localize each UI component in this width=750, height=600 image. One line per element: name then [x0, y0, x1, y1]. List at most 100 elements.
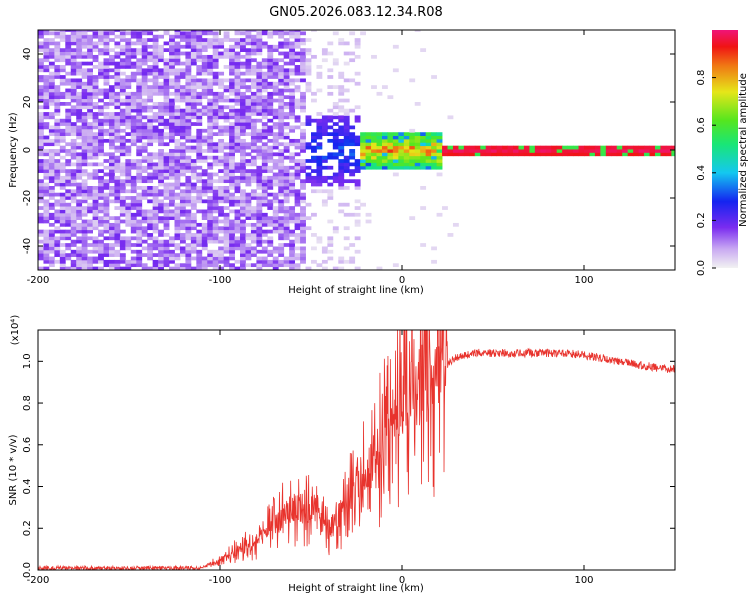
spectrogram-cell [234, 182, 241, 187]
spectrogram-y-tick-label: -40 [22, 238, 33, 254]
spectrogram-cell [311, 246, 317, 251]
spectrogram-cell [125, 165, 132, 170]
spectrogram-cell [87, 48, 93, 52]
spectrogram-cell [108, 112, 115, 116]
spectrogram-cell [207, 91, 214, 96]
spectrogram-cell [169, 175, 175, 180]
spectrogram-cell [234, 88, 241, 93]
spectrogram-cell [256, 186, 263, 190]
spectrogram-cell [212, 44, 219, 49]
spectrogram-cell [43, 68, 50, 73]
spectrogram-cell [414, 149, 421, 153]
spectrogram-cell [316, 122, 323, 126]
spectrogram-cell [261, 229, 268, 234]
spectrogram-cell [130, 65, 137, 69]
spectrogram-cell [196, 31, 203, 36]
spectrogram-cell [261, 108, 268, 113]
spectrogram-cell [48, 212, 55, 217]
spectrogram-cell [316, 142, 323, 147]
spectrogram-cell [278, 229, 285, 234]
spectrogram-cell [201, 209, 208, 214]
spectrogram-cell [234, 85, 241, 89]
spectrogram-cell [212, 216, 219, 220]
spectrogram-cell [371, 159, 377, 163]
spectrogram-cell [376, 149, 383, 153]
spectrogram-cell [152, 81, 159, 86]
spectrogram-cell [409, 149, 416, 153]
spectrogram-cell [616, 145, 623, 150]
spectrogram-cell [141, 91, 148, 96]
spectrogram-cell [130, 132, 137, 136]
spectrogram-cell [196, 135, 203, 140]
spectrogram-cell [414, 162, 421, 167]
spectrogram-cell [190, 256, 197, 261]
spectrogram-cell [256, 95, 263, 100]
spectrogram-cell [190, 266, 197, 270]
spectrogram-cell [223, 216, 230, 220]
spectrogram-cell [185, 155, 192, 160]
spectrogram-cell [381, 132, 388, 136]
spectrogram-cell [43, 209, 50, 214]
spectrogram-cell [152, 132, 159, 136]
spectrogram-cell [327, 219, 334, 224]
spectrogram-cell [108, 192, 115, 197]
spectrogram-cell [185, 169, 192, 173]
spectrogram-cell [54, 95, 61, 100]
spectrogram-cell [261, 78, 268, 83]
spectrogram-cell [261, 88, 268, 93]
spectrogram-cell [218, 229, 225, 234]
spectrogram-cell [147, 243, 154, 247]
spectrogram-cell [507, 149, 514, 153]
spectrogram-cell [321, 249, 328, 254]
spectrogram-cell [376, 91, 383, 96]
spectrogram-cell [185, 192, 192, 197]
spectrogram-cell [272, 68, 279, 73]
spectrogram-cell [272, 165, 279, 170]
spectrogram-cell [245, 159, 252, 163]
spectrogram-cell [136, 65, 143, 69]
spectrogram-cell [174, 34, 181, 39]
spectrogram-cell [152, 202, 159, 207]
spectrogram-cell [163, 95, 170, 100]
spectrogram-cell [463, 149, 470, 153]
spectrogram-cell [616, 149, 623, 153]
spectrogram-cell [665, 152, 672, 157]
spectrogram-cell [65, 108, 72, 113]
spectrogram-cell [240, 192, 246, 197]
spectrogram-cell [250, 196, 257, 200]
spectrogram-cell [76, 142, 83, 147]
spectrogram-cell [272, 91, 279, 96]
spectrogram-cell [163, 169, 170, 173]
spectrogram-cell [272, 246, 279, 251]
spectrogram-cell [212, 108, 219, 113]
spectrogram-cell [578, 149, 585, 153]
spectrogram-cell [201, 30, 208, 32]
spectrogram-cell [289, 61, 296, 66]
spectrogram-cell [218, 142, 225, 147]
spectrogram-cell [98, 138, 104, 143]
spectrogram-cell [409, 155, 416, 160]
spectrogram-cell [81, 206, 88, 210]
spectrogram-cell [130, 41, 137, 46]
spectrogram-cell [207, 233, 214, 237]
spectrogram-cell [278, 44, 285, 49]
spectrogram-cell [278, 175, 285, 180]
spectrogram-cell [371, 85, 377, 89]
spectrogram-cell [185, 165, 192, 170]
spectrogram-cell [125, 159, 132, 163]
spectrogram-cell [48, 162, 55, 167]
spectrogram-cell [43, 41, 50, 46]
spectrogram-cell [223, 132, 230, 136]
spectrogram-cell [76, 202, 83, 207]
spectrogram-cell [480, 152, 487, 157]
spectrogram-cell [311, 182, 317, 187]
spectrogram-cell [420, 48, 427, 52]
spectrogram-cell [87, 88, 93, 93]
spectrogram-cell [491, 145, 498, 150]
spectrogram-cell [207, 142, 214, 147]
spectrogram-cell [338, 256, 345, 261]
spectrogram-cell [141, 212, 148, 217]
spectrogram-cell [365, 162, 372, 167]
spectrogram-cell [212, 266, 219, 270]
spectrogram-cell [43, 239, 50, 244]
